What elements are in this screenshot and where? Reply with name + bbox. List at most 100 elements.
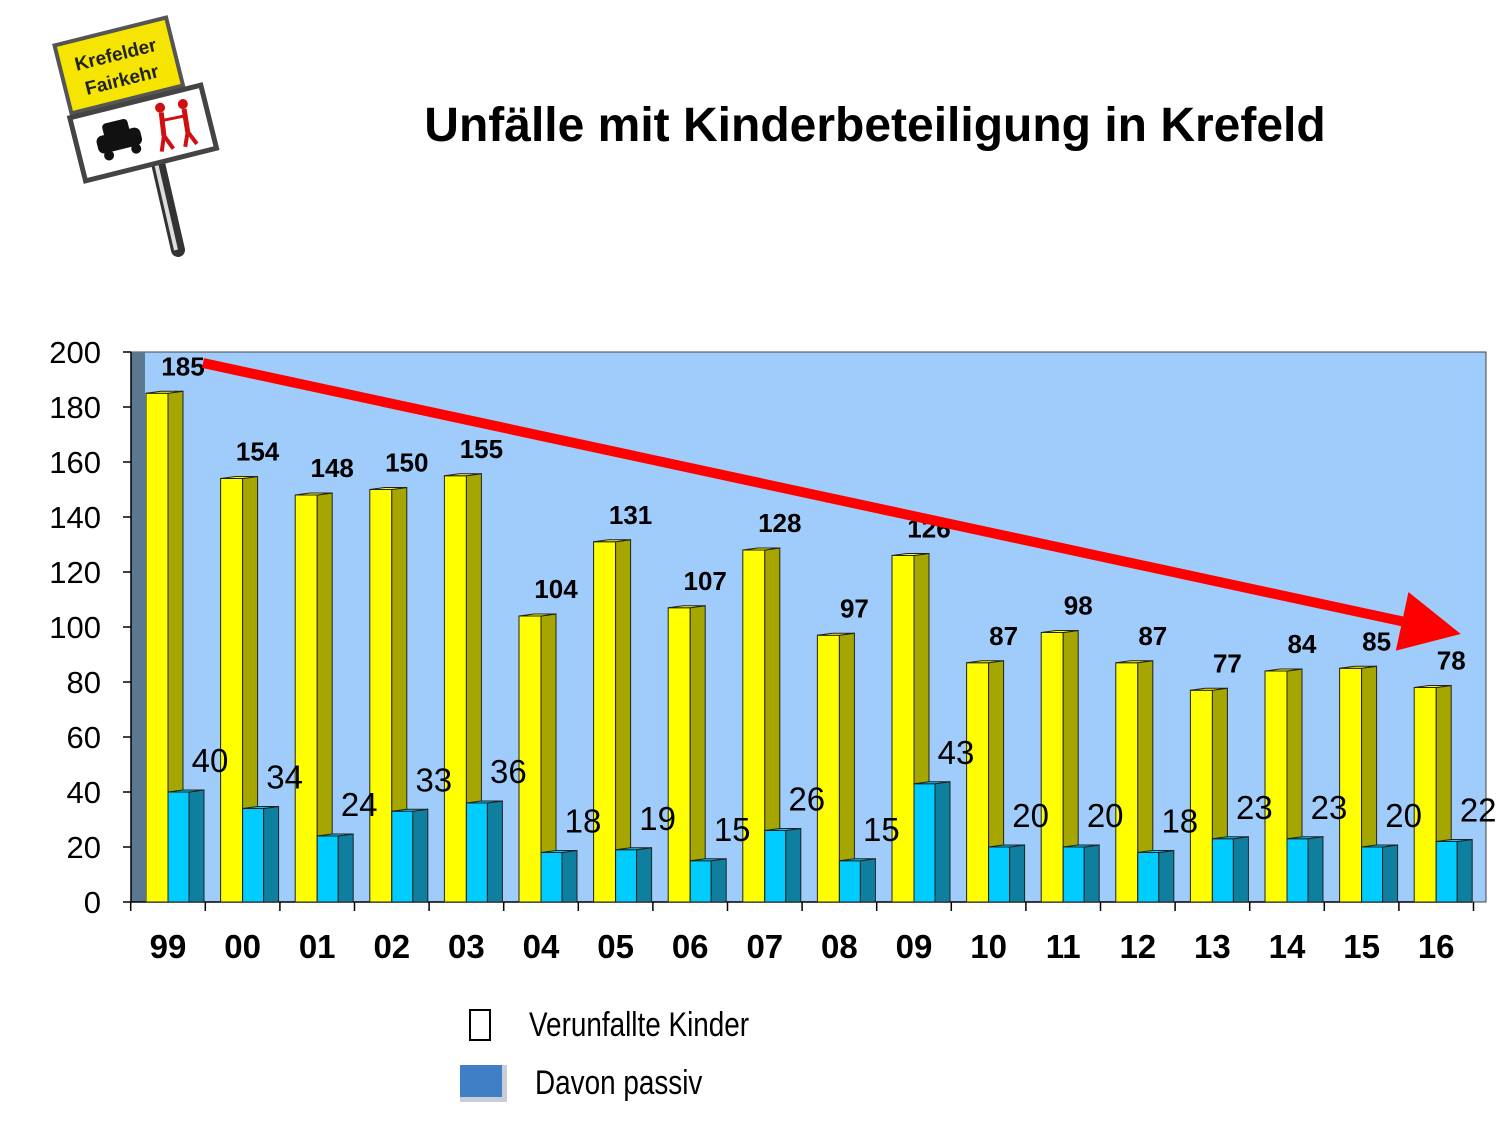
bar-verunfallte-kinder xyxy=(891,555,915,903)
bar-davon-passiv-side xyxy=(710,858,727,903)
data-label-davon-passiv: 22 xyxy=(1460,792,1497,829)
bar-verunfallte-kinder xyxy=(443,475,467,903)
bar-verunfallte-kinder-top xyxy=(444,473,482,477)
x-tick-label: 13 xyxy=(1194,928,1231,965)
data-label-davon-passiv: 19 xyxy=(639,800,676,837)
x-tick-label: 12 xyxy=(1119,928,1156,965)
bar-davon-passiv-top xyxy=(1436,839,1473,842)
bar-davon-passiv xyxy=(913,783,936,903)
data-label-verunfallte-kinder: 155 xyxy=(460,434,503,464)
bar-davon-passiv xyxy=(1137,852,1160,903)
bar-verunfallte-kinder-top xyxy=(817,632,855,636)
bar-davon-passiv xyxy=(988,846,1011,903)
x-tick-label: 07 xyxy=(746,928,783,965)
data-label-davon-passiv: 20 xyxy=(1087,797,1124,834)
y-tick-label: 160 xyxy=(49,445,101,480)
x-tick-label: 08 xyxy=(821,928,858,965)
x-tick-label: 11 xyxy=(1046,928,1081,965)
y-tick-label: 140 xyxy=(49,500,101,535)
chart-legend: Verunfallte Kinder Davon passiv xyxy=(455,1000,955,1120)
bar-davon-passiv xyxy=(838,860,861,903)
bar-verunfallte-kinder-top xyxy=(742,547,780,551)
y-tick-label: 0 xyxy=(84,885,101,920)
data-label-davon-passiv: 36 xyxy=(490,753,527,790)
bar-verunfallte-kinder xyxy=(667,607,691,903)
bar-davon-passiv xyxy=(1211,838,1234,903)
bar-davon-passiv-top xyxy=(1063,844,1100,848)
bar-davon-passiv-top xyxy=(690,858,727,862)
bar-davon-passiv-side xyxy=(337,833,354,903)
legend-swatch-empty xyxy=(469,1009,491,1041)
data-label-davon-passiv: 24 xyxy=(341,786,378,823)
bar-davon-passiv xyxy=(1435,841,1458,903)
data-label-verunfallte-kinder: 150 xyxy=(385,448,428,478)
y-tick-label: 200 xyxy=(49,335,101,370)
data-label-verunfallte-kinder: 185 xyxy=(161,351,204,381)
bar-davon-passiv-side xyxy=(636,847,653,903)
bar-davon-passiv-side xyxy=(1158,849,1175,903)
data-label-davon-passiv: 34 xyxy=(266,759,303,796)
x-tick-label: 00 xyxy=(224,928,261,965)
bar-davon-passiv xyxy=(764,830,787,903)
bar-davon-passiv-top xyxy=(913,781,951,785)
bar-davon-passiv xyxy=(1361,846,1384,903)
bar-verunfallte-kinder-top xyxy=(1414,685,1452,688)
bar-davon-passiv-top xyxy=(839,858,876,862)
bar-verunfallte-kinder xyxy=(966,662,990,903)
bar-davon-passiv-side xyxy=(1083,844,1100,903)
data-label-verunfallte-kinder: 98 xyxy=(1064,591,1093,621)
plot-left-wall xyxy=(131,352,145,902)
bar-davon-passiv-top xyxy=(1212,836,1249,840)
bar-davon-passiv xyxy=(242,808,265,903)
bar-verunfallte-kinder xyxy=(1115,662,1139,903)
krefelder-fairkehr-logo: Krefelder Fairkehr xyxy=(52,15,220,257)
data-label-davon-passiv: 23 xyxy=(1236,789,1273,826)
data-label-davon-passiv: 43 xyxy=(938,734,975,771)
page-title: Unfälle mit Kinderbeteiligung in Krefeld xyxy=(424,99,1326,152)
data-label-davon-passiv: 15 xyxy=(714,811,751,848)
x-tick-label: 04 xyxy=(523,928,560,965)
legend-label: Davon passiv xyxy=(535,1063,703,1102)
y-tick-label: 80 xyxy=(67,665,101,700)
x-tick-label: 16 xyxy=(1418,928,1455,965)
x-tick-label: 02 xyxy=(373,928,410,965)
bar-davon-passiv xyxy=(615,849,638,903)
bar-verunfallte-kinder xyxy=(1413,687,1437,903)
bar-verunfallte-kinder-top xyxy=(1264,668,1303,672)
data-label-verunfallte-kinder: 85 xyxy=(1362,626,1391,656)
bar-davon-passiv-side xyxy=(188,789,205,903)
data-label-verunfallte-kinder: 104 xyxy=(534,574,578,604)
bar-davon-passiv-side xyxy=(1232,836,1249,903)
bar-verunfallte-kinder-top xyxy=(1339,665,1377,669)
bar-verunfallte-kinder-top xyxy=(295,492,333,496)
bar-verunfallte-kinder xyxy=(816,634,840,903)
bar-davon-passiv xyxy=(316,835,339,903)
bar-davon-passiv-top xyxy=(764,828,801,831)
bar-verunfallte-kinder xyxy=(1189,689,1213,903)
bar-verunfallte-kinder-top xyxy=(1041,630,1079,633)
data-label-verunfallte-kinder: 107 xyxy=(684,566,727,596)
data-label-verunfallte-kinder: 148 xyxy=(311,453,354,483)
y-tick-label: 100 xyxy=(49,610,101,645)
x-tick-label: 06 xyxy=(672,928,709,965)
data-label-davon-passiv: 15 xyxy=(863,811,900,848)
bar-verunfallte-kinder xyxy=(1339,667,1363,903)
y-tick-label: 120 xyxy=(49,555,101,590)
bar-davon-passiv-top xyxy=(540,850,578,853)
bar-verunfallte-kinder-top xyxy=(220,476,258,479)
bar-davon-passiv-side xyxy=(1307,836,1324,903)
bar-davon-passiv-side xyxy=(785,827,802,903)
legend-swatch-blue xyxy=(460,1064,507,1102)
data-label-verunfallte-kinder: 87 xyxy=(989,621,1018,651)
x-tick-label: 03 xyxy=(448,928,485,965)
bar-davon-passiv xyxy=(1062,846,1085,903)
x-tick-label: 10 xyxy=(970,928,1007,965)
bar-verunfallte-kinder-side xyxy=(689,605,706,903)
legend-label: Verunfallte Kinder xyxy=(529,1005,750,1044)
bar-davon-passiv-side xyxy=(486,800,503,903)
x-tick-label: 14 xyxy=(1269,928,1306,965)
bar-verunfallte-kinder-top xyxy=(891,553,930,556)
data-label-verunfallte-kinder: 87 xyxy=(1138,621,1167,651)
bar-verunfallte-kinder-top xyxy=(145,390,184,394)
